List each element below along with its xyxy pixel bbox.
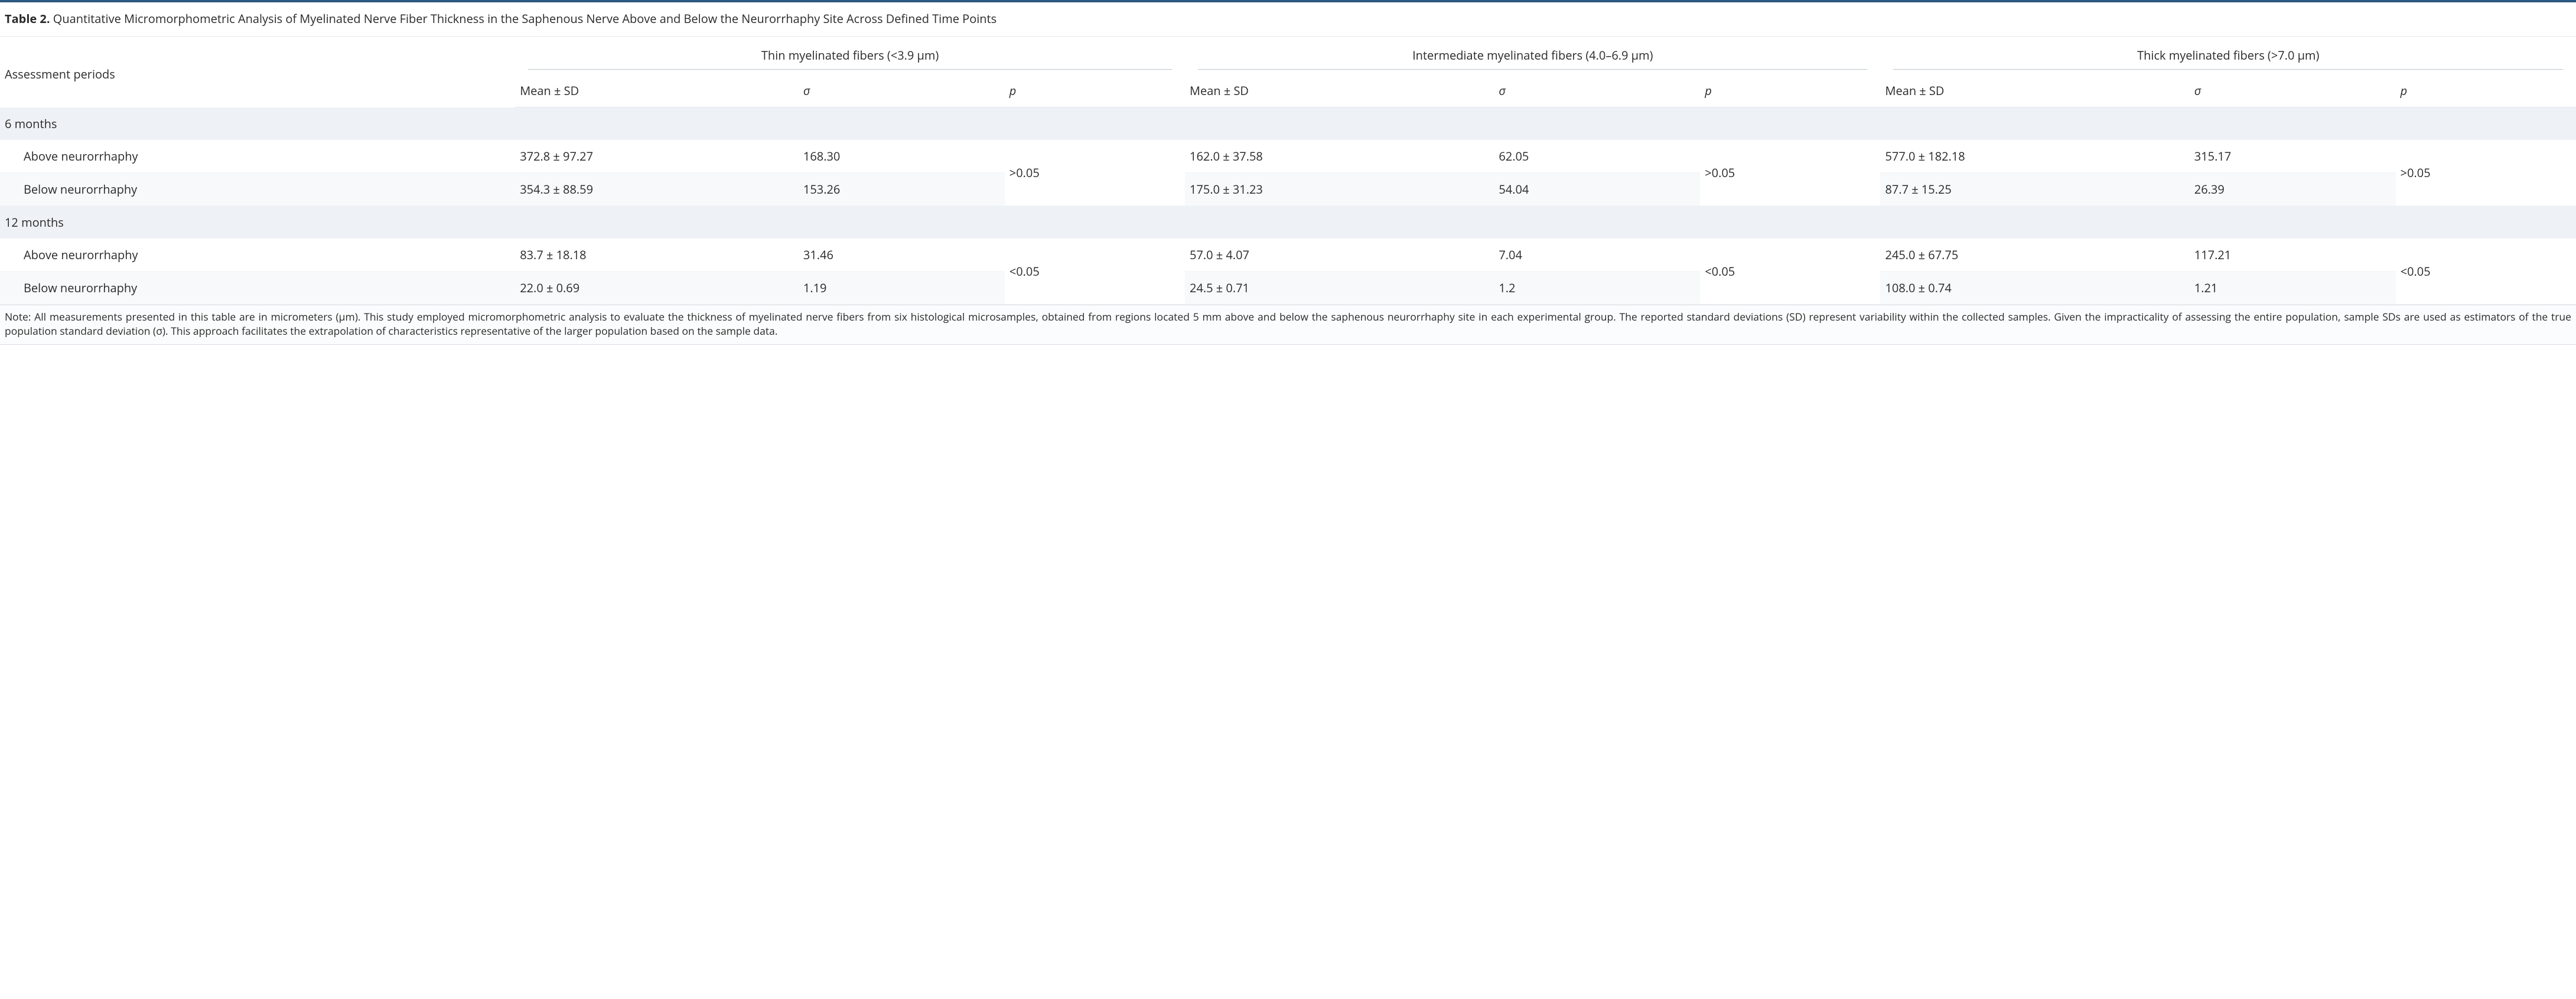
col-int-sigma: σ bbox=[1494, 76, 1700, 107]
row-label: Below neurorrhaphy bbox=[0, 173, 515, 206]
table-row: Above neurorrhaphy 372.8 ± 97.27 168.30 … bbox=[0, 140, 2576, 173]
cell-sigma: 315.17 bbox=[2190, 140, 2396, 173]
col-thin-p: p bbox=[1005, 76, 1185, 107]
col-group-intermediate-label: Intermediate myelinated fibers (4.0–6.9 … bbox=[1412, 47, 1653, 63]
cell-sigma: 54.04 bbox=[1494, 173, 1700, 206]
col-int-p: p bbox=[1700, 76, 1880, 107]
table-row: Below neurorrhaphy 354.3 ± 88.59 153.26 … bbox=[0, 173, 2576, 206]
caption-text: Quantitative Micromorphometric Analysis … bbox=[53, 11, 996, 27]
group-underline bbox=[1893, 69, 2563, 70]
cell-mean-sd: 162.0 ± 37.58 bbox=[1185, 140, 1494, 173]
caption-label: Table 2. bbox=[5, 11, 50, 27]
col-thin-mean: Mean ± SD bbox=[515, 76, 799, 107]
cell-sigma: 1.2 bbox=[1494, 272, 1700, 305]
row-label: Below neurorrhaphy bbox=[0, 272, 515, 305]
cell-mean-sd: 22.0 ± 0.69 bbox=[515, 272, 799, 305]
col-group-thick-label: Thick myelinated fibers (>7.0 µm) bbox=[2137, 47, 2319, 63]
col-assessment-periods: Assessment periods bbox=[0, 37, 515, 107]
cell-mean-sd: 57.0 ± 4.07 bbox=[1185, 239, 1494, 272]
section-title: 12 months bbox=[0, 206, 2576, 239]
cell-sigma: 62.05 bbox=[1494, 140, 1700, 173]
table-footnote: Note: All measurements presented in this… bbox=[0, 305, 2576, 345]
cell-p: <0.05 bbox=[1005, 239, 1185, 305]
col-group-thin-label: Thin myelinated fibers (<3.9 µm) bbox=[761, 47, 939, 63]
col-thk-p: p bbox=[2396, 76, 2576, 107]
cell-p: <0.05 bbox=[2396, 239, 2576, 305]
cell-sigma: 31.46 bbox=[799, 239, 1005, 272]
cell-p: >0.05 bbox=[1005, 140, 1185, 206]
col-group-thick: Thick myelinated fibers (>7.0 µm) bbox=[1880, 37, 2576, 76]
header-group-row: Assessment periods Thin myelinated fiber… bbox=[0, 37, 2576, 76]
cell-mean-sd: 577.0 ± 182.18 bbox=[1880, 140, 2189, 173]
cell-p: <0.05 bbox=[1700, 239, 1880, 305]
table-caption: Table 2. Quantitative Micromorphometric … bbox=[0, 2, 2576, 37]
data-table: Assessment periods Thin myelinated fiber… bbox=[0, 37, 2576, 305]
col-thk-sigma: σ bbox=[2190, 76, 2396, 107]
cell-mean-sd: 87.7 ± 15.25 bbox=[1880, 173, 2189, 206]
section-row: 6 months bbox=[0, 107, 2576, 141]
group-underline bbox=[1198, 69, 1867, 70]
col-thk-mean: Mean ± SD bbox=[1880, 76, 2189, 107]
cell-sigma: 153.26 bbox=[799, 173, 1005, 206]
cell-mean-sd: 83.7 ± 18.18 bbox=[515, 239, 799, 272]
table-container: Table 2. Quantitative Micromorphometric … bbox=[0, 0, 2576, 345]
cell-mean-sd: 24.5 ± 0.71 bbox=[1185, 272, 1494, 305]
cell-sigma: 168.30 bbox=[799, 140, 1005, 173]
col-int-mean: Mean ± SD bbox=[1185, 76, 1494, 107]
cell-sigma: 1.21 bbox=[2190, 272, 2396, 305]
cell-mean-sd: 372.8 ± 97.27 bbox=[515, 140, 799, 173]
cell-mean-sd: 175.0 ± 31.23 bbox=[1185, 173, 1494, 206]
cell-mean-sd: 108.0 ± 0.74 bbox=[1880, 272, 2189, 305]
table-row: Above neurorrhaphy 83.7 ± 18.18 31.46 <0… bbox=[0, 239, 2576, 272]
cell-sigma: 117.21 bbox=[2190, 239, 2396, 272]
col-group-intermediate: Intermediate myelinated fibers (4.0–6.9 … bbox=[1185, 37, 1880, 76]
group-underline bbox=[528, 69, 1172, 70]
col-group-thin: Thin myelinated fibers (<3.9 µm) bbox=[515, 37, 1185, 76]
table-row: Below neurorrhaphy 22.0 ± 0.69 1.19 24.5… bbox=[0, 272, 2576, 305]
cell-sigma: 7.04 bbox=[1494, 239, 1700, 272]
cell-mean-sd: 354.3 ± 88.59 bbox=[515, 173, 799, 206]
cell-mean-sd: 245.0 ± 67.75 bbox=[1880, 239, 2189, 272]
cell-p: >0.05 bbox=[1700, 140, 1880, 206]
col-thin-sigma: σ bbox=[799, 76, 1005, 107]
cell-sigma: 1.19 bbox=[799, 272, 1005, 305]
section-title: 6 months bbox=[0, 107, 2576, 141]
section-row: 12 months bbox=[0, 206, 2576, 239]
row-label: Above neurorrhaphy bbox=[0, 140, 515, 173]
row-label: Above neurorrhaphy bbox=[0, 239, 515, 272]
cell-sigma: 26.39 bbox=[2190, 173, 2396, 206]
cell-p: >0.05 bbox=[2396, 140, 2576, 206]
